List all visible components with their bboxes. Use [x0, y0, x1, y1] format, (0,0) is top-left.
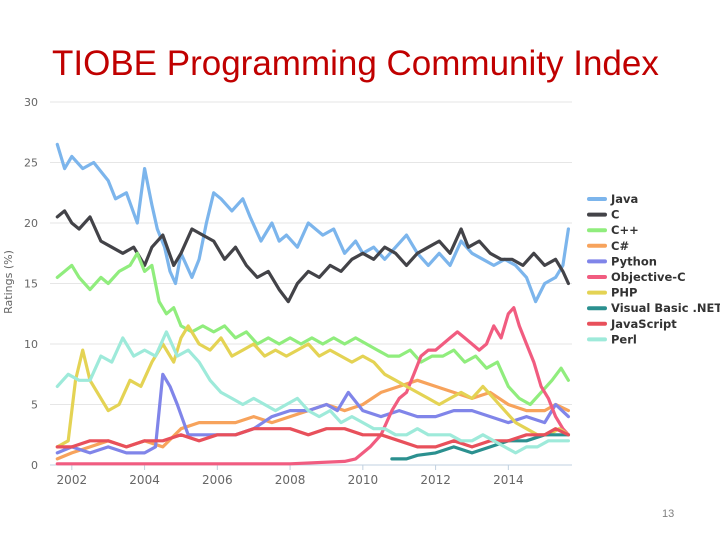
- page-number: 13: [662, 508, 675, 520]
- legend-label: C: [611, 208, 619, 222]
- y-tick-label: 20: [24, 217, 38, 230]
- y-tick-label: 10: [24, 338, 38, 351]
- legend-label: PHP: [611, 286, 637, 300]
- legend-label: Python: [611, 254, 657, 268]
- series-line-perl: [55, 330, 570, 455]
- legend-label: C++: [611, 223, 639, 237]
- series-line-php: [55, 324, 570, 449]
- legend-label: JavaScript: [610, 317, 677, 331]
- grid: [50, 101, 572, 405]
- x-tick-label: 2014: [493, 473, 524, 487]
- x-tick-label: 2002: [57, 473, 88, 487]
- y-tick-label: 0: [31, 459, 38, 472]
- legend-label: Perl: [611, 332, 637, 346]
- x-tick-label: 2006: [202, 473, 233, 487]
- series-line-objective-c: [55, 306, 570, 466]
- legend-label: Java: [610, 192, 638, 206]
- y-tick-label: 15: [24, 278, 38, 291]
- series-line-python: [55, 372, 570, 455]
- x-tick-label: 2010: [348, 473, 379, 487]
- x-tick-label: 2008: [275, 473, 306, 487]
- series-line-java: [55, 142, 570, 304]
- legend-label: Objective-C: [611, 270, 686, 284]
- slide-title: TIOBE Programming Community Index: [52, 44, 659, 83]
- legend-label: C#: [611, 239, 629, 253]
- y-axis-ticks: 0 5 10 15 20 25 30: [24, 96, 38, 472]
- y-axis-label: Ratings (%): [2, 250, 15, 314]
- y-tick-label: 25: [24, 157, 38, 170]
- y-tick-label: 5: [31, 399, 38, 412]
- legend-label: Visual Basic .NET: [611, 301, 720, 315]
- y-tick-label: 30: [24, 96, 38, 109]
- series-line-javascript: [55, 427, 570, 449]
- series-line-c: [55, 251, 570, 407]
- x-tick-label: 2004: [129, 473, 160, 487]
- x-tick-label: 2012: [420, 473, 451, 487]
- series-group: [55, 142, 570, 466]
- x-axis-ticks: 2002 2004 2006 2008 2010 2012 2014: [57, 465, 524, 487]
